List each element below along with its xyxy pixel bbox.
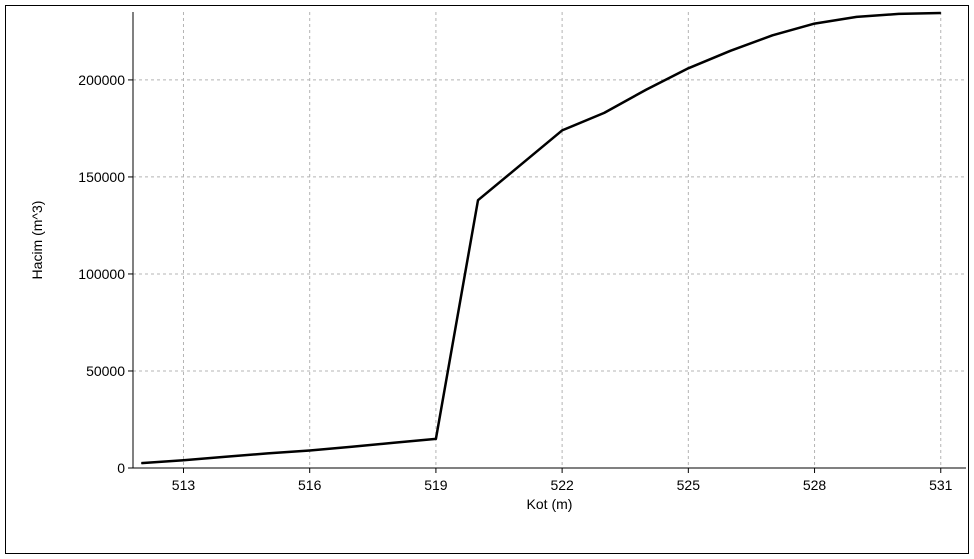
data-point: [856, 16, 858, 18]
x-tick-label: 525: [677, 477, 701, 493]
data-point: [435, 438, 437, 440]
data-point: [645, 89, 647, 91]
x-axis-label: Kot (m): [527, 496, 573, 512]
data-point: [561, 129, 563, 131]
x-tick-label: 528: [803, 477, 827, 493]
data-point: [940, 12, 942, 14]
data-point: [687, 67, 689, 69]
data-point: [898, 13, 900, 15]
data-point: [140, 462, 142, 464]
data-point: [182, 459, 184, 461]
data-point: [814, 23, 816, 25]
data-point: [351, 446, 353, 448]
y-tick-label: 100000: [78, 266, 125, 282]
y-tick-label: 200000: [78, 72, 125, 88]
y-axis-label: Hacim (m^3): [29, 201, 45, 280]
series-lines: [140, 11, 942, 465]
data-point: [267, 452, 269, 454]
x-tick-label: 516: [298, 477, 322, 493]
data-point: [393, 442, 395, 444]
x-tick-label: 519: [424, 477, 448, 493]
series-line: [141, 11, 941, 465]
grid-lines: [133, 12, 966, 468]
y-tick-label: 150000: [78, 169, 125, 185]
y-tick-label: 50000: [86, 363, 125, 379]
x-tick-label: 531: [929, 477, 953, 493]
x-tick-label: 522: [550, 477, 574, 493]
tick-labels: 513 516 519 522 525 528 531 0 50000 100000 150000 2…: [78, 72, 952, 493]
axes: [128, 12, 966, 473]
data-point: [603, 112, 605, 114]
x-tick-label: 513: [172, 477, 196, 493]
data-point: [225, 456, 227, 458]
data-point: [309, 450, 311, 452]
data-point: [477, 199, 479, 201]
y-tick-label: 0: [117, 460, 125, 476]
data-point: [771, 34, 773, 36]
data-point: [519, 164, 521, 166]
data-point: [729, 50, 731, 52]
